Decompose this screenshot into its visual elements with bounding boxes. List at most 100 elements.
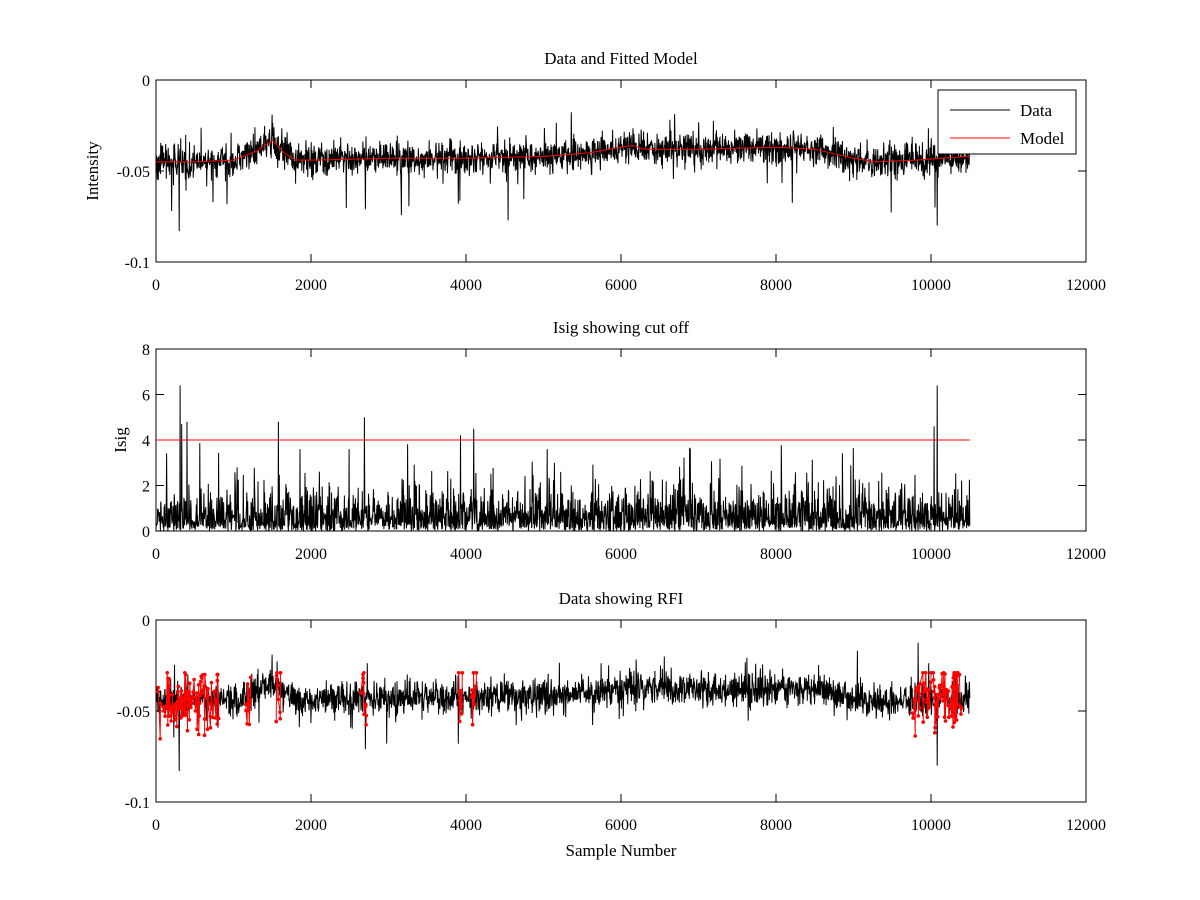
rfi-point [217,716,221,721]
rfi-point [180,699,185,704]
rfi-point [198,679,203,684]
rfi-point [278,671,283,675]
rfi-point [943,719,948,723]
rfi-point [202,733,207,737]
x-tick-label: 0 [152,546,160,563]
rfi-point [190,701,194,705]
rfi-point [248,702,252,707]
rfi-point [959,712,963,716]
rfi-point [156,689,160,694]
y-tick-label: 0 [142,524,150,541]
rfi-point [194,696,198,701]
rfi-point [248,675,253,680]
rfi-point [205,693,210,697]
rfi-point [196,683,201,687]
rfi-point [936,715,940,719]
y-tick-label: -0.05 [117,164,150,181]
rfi-point [470,722,475,727]
y-tick-label: 0 [142,613,150,630]
x-tick-label: 4000 [450,817,482,834]
x-tick-label: 8000 [760,277,792,294]
rfi-point [911,716,915,720]
rfi-point [912,706,917,711]
rfi-point [194,703,199,708]
rfi-point [176,707,181,711]
rfi-point [941,692,945,697]
x-tick-label: 4000 [450,546,482,563]
y-axis-label: Intensity [83,141,102,201]
rfi-point [922,689,927,694]
y-tick-label: 2 [142,479,150,496]
rfi-point [361,691,366,696]
x-tick-label: 2000 [295,817,327,834]
rfi-point [197,701,202,705]
rfi-point [167,677,171,681]
series-model [156,139,970,163]
legend-box [937,89,1077,155]
y-tick-label: -0.1 [125,255,150,272]
rfi-point [932,684,937,689]
rfi-point [200,676,204,680]
rfi-point [208,726,213,730]
rfi-point [954,718,959,722]
rfi-point [924,671,928,675]
rfi-point [276,697,281,702]
rfi-point [952,720,956,725]
legend-label: Data [1020,101,1053,120]
rfi-point [932,696,937,700]
rfi-point [364,723,368,727]
rfi-point [158,736,162,741]
rfi-point [949,699,953,704]
rfi-point [948,705,953,709]
panel-3: Data showing RFI 0 2000 4000 6000 8000 10000 12… [117,589,1106,860]
rfi-point [933,725,937,730]
rfi-point [933,731,937,735]
rfi-point [247,722,252,727]
rfi-point [943,672,947,676]
rfi-point [185,703,190,708]
x-tick-label: 12000 [1066,546,1106,563]
rfi-point [180,695,185,700]
rfi-point [172,714,177,718]
rfi-point [213,716,218,720]
plot-title: Data and Fitted Model [544,49,698,68]
plot-title: Isig showing cut off [553,318,689,337]
x-axis-label: Sample Number [566,841,677,860]
rfi-point [169,719,173,723]
rfi-point [166,689,171,693]
rfi-point [186,691,191,695]
rfi-point [926,696,931,701]
rfi-point [246,693,251,698]
rfi-point [917,692,922,696]
rfi-point [459,690,464,695]
x-tick-label: 8000 [760,546,792,563]
rfi-point [214,701,219,705]
rfi-point [196,710,201,715]
rfi-point [212,689,217,694]
x-tick-label: 10000 [911,546,951,563]
legend-label: Model [1020,129,1065,148]
rfi-point [472,702,477,707]
rfi-point [953,715,958,719]
x-tick-label: 0 [152,817,160,834]
rfi-point [185,697,189,701]
rfi-point [191,695,195,700]
rfi-point [205,727,210,731]
rfi-point [275,671,279,675]
rfi-point [197,714,201,718]
rfi-point [183,672,188,677]
rfi-point [913,698,918,703]
rfi-point [278,710,282,715]
rfi-point [210,707,214,711]
rfi-point [188,681,192,686]
y-tick-label: 6 [142,388,150,405]
rfi-point [162,709,166,713]
rfi-point [163,714,167,718]
rfi-point [918,681,922,686]
rfi-point [203,672,207,677]
panel-1: Data and Fitted Model 0 2000 4000 6000 8000 10… [83,49,1106,294]
y-tick-label: -0.05 [117,704,150,721]
rfi-point [276,683,281,687]
rfi-point [248,698,252,702]
rfi-point [940,684,945,688]
